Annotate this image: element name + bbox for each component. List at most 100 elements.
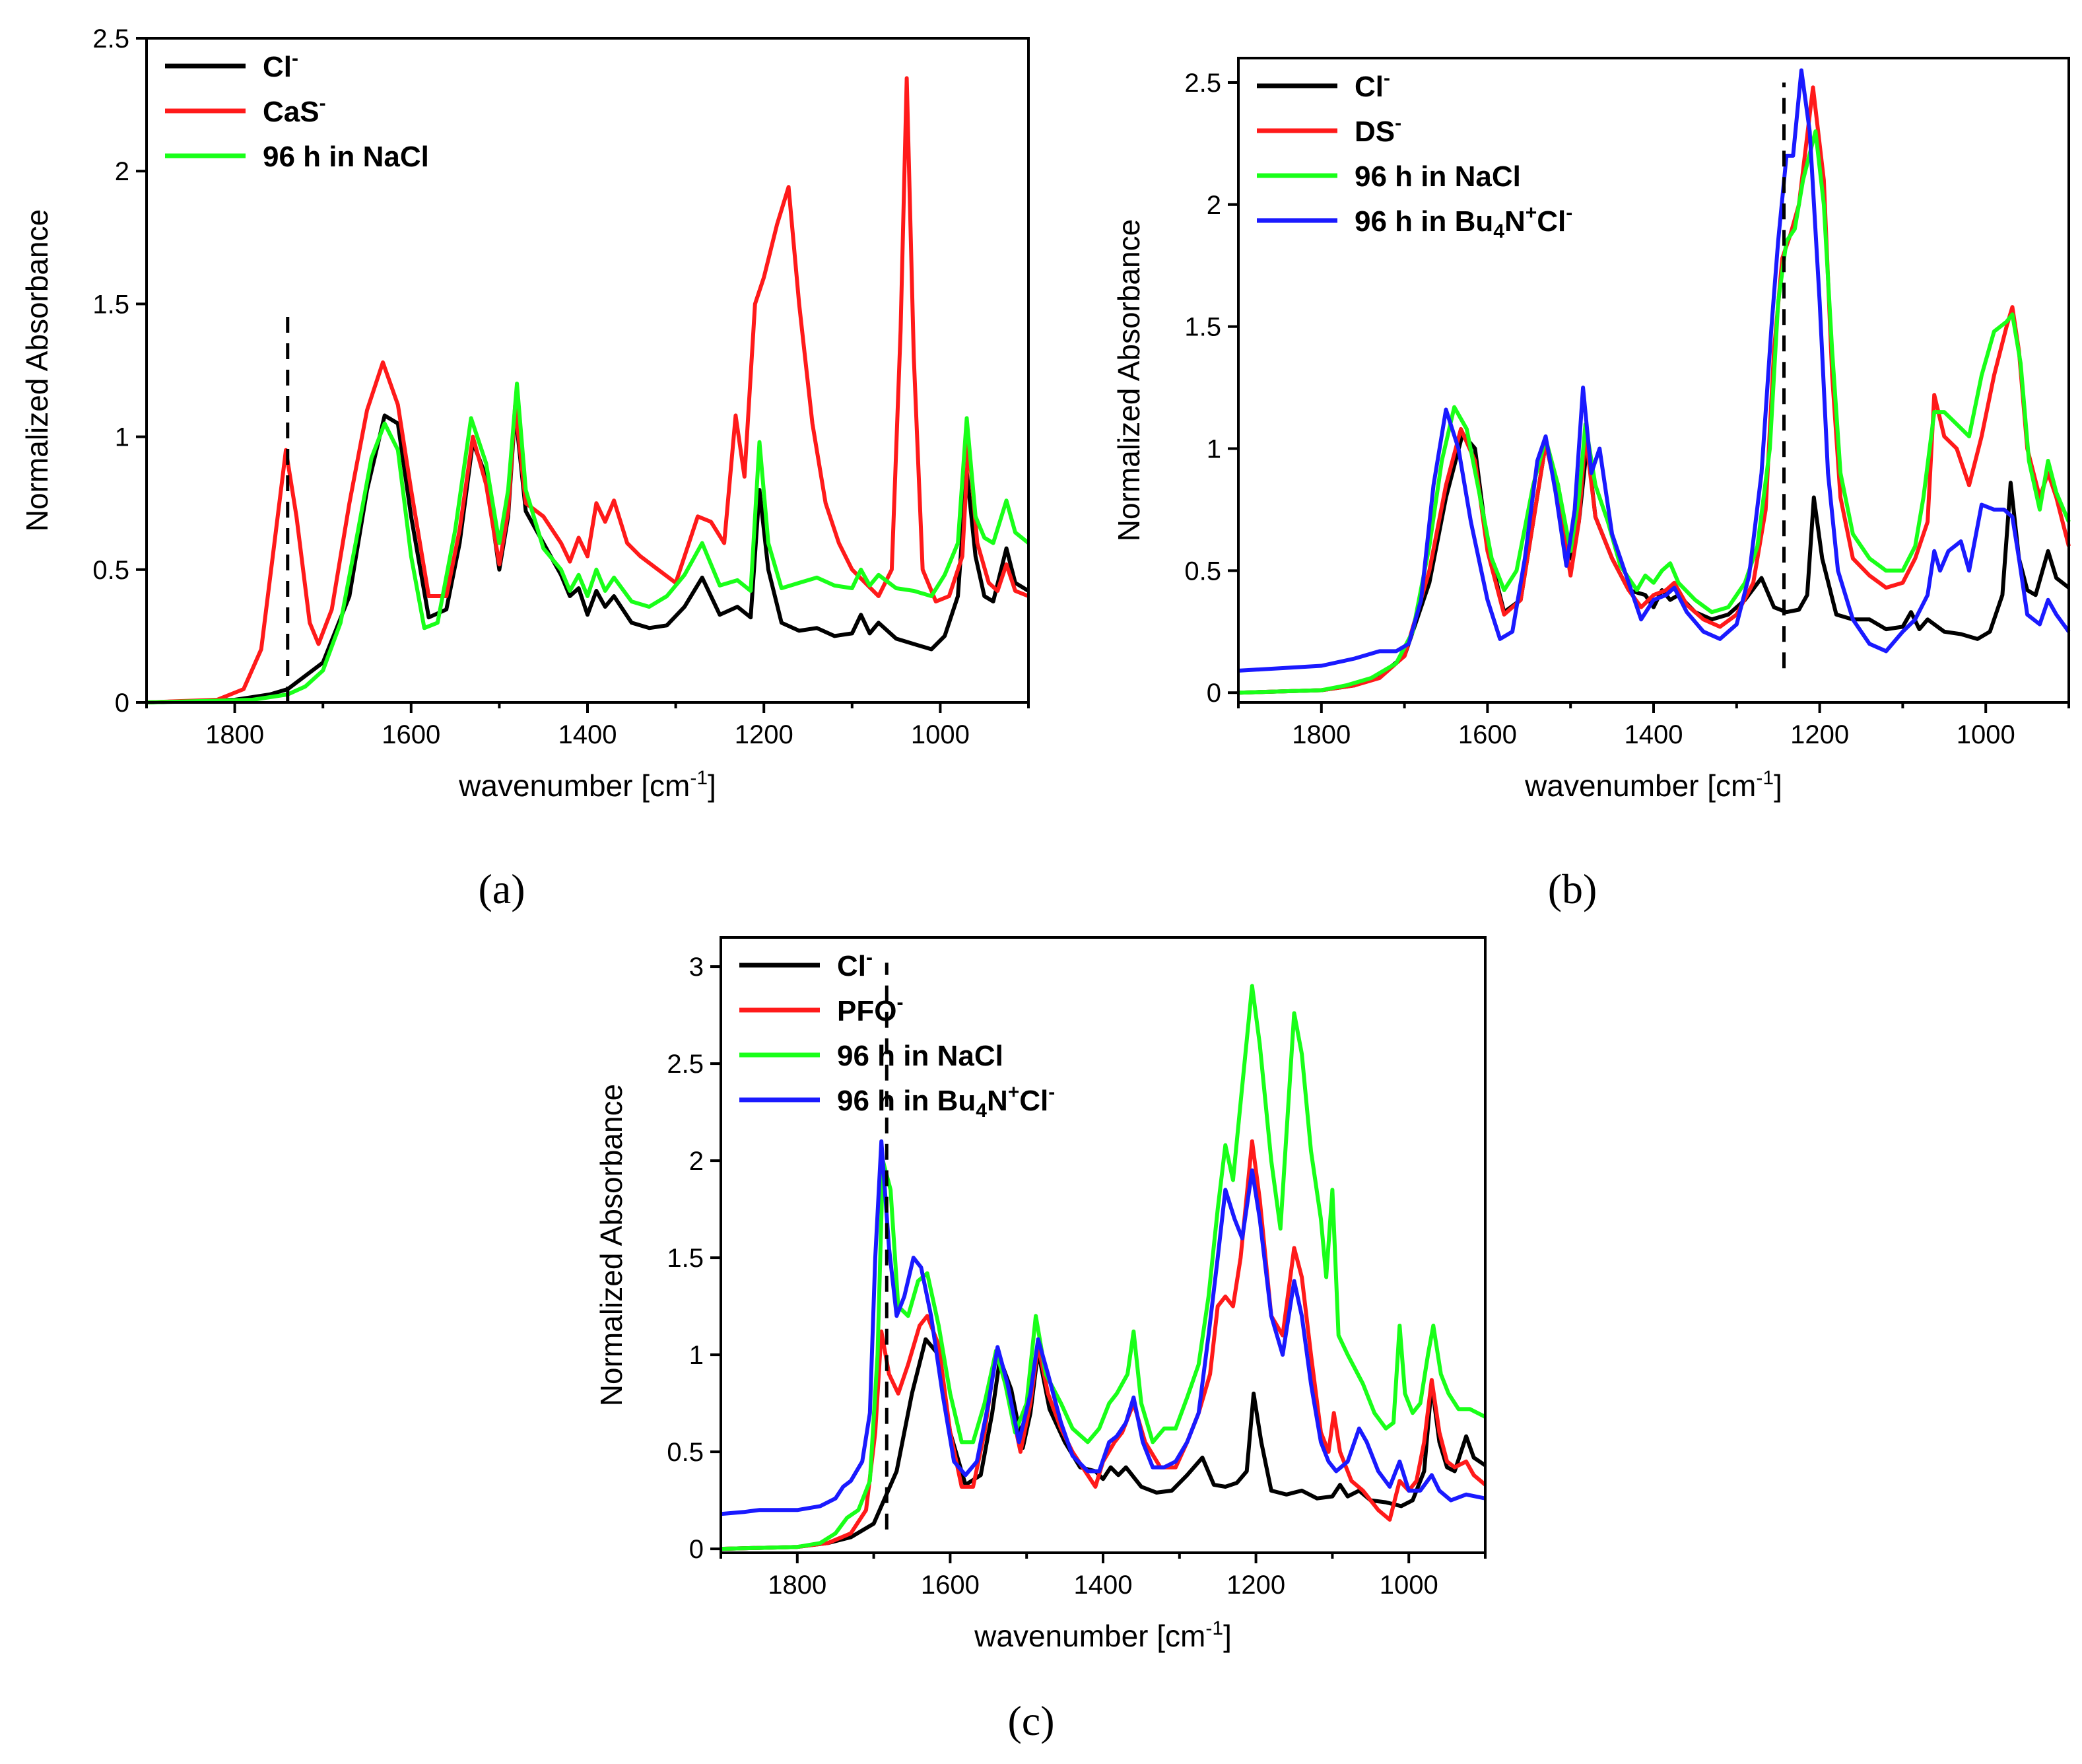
x-axis-title-sup: -1	[690, 767, 708, 789]
legend-label: 96 h in NaCl	[263, 141, 429, 173]
y-tick-label: 0.5	[92, 556, 129, 585]
x-tick-label: 1800	[205, 720, 264, 749]
y-tick-label: 1.5	[1184, 313, 1221, 342]
y-tick-label: 0.5	[667, 1438, 704, 1467]
y-tick-label: 1	[1207, 435, 1221, 464]
x-axis-title-end: ]	[708, 768, 716, 803]
y-tick-label: 3	[689, 953, 704, 982]
x-axis-title: wavenumber [cm-1]	[458, 767, 716, 803]
y-tick-label: 0	[689, 1535, 704, 1564]
y-tick-label: 2.5	[92, 24, 129, 53]
legend-label: Cl-	[1355, 67, 1390, 103]
legend-label: Cl-	[263, 48, 298, 83]
series-line-c-0	[720, 1337, 1487, 1551]
legend-label-rest: N	[1504, 205, 1526, 238]
x-axis-title: wavenumber [cm-1]	[1524, 767, 1782, 803]
x-tick-label: 1600	[382, 720, 440, 749]
series-line-b-3	[1238, 68, 2071, 673]
legend-label-rest2: Cl	[1019, 1085, 1048, 1117]
legend-label-sup3: -	[1048, 1081, 1055, 1103]
series-line-c-1	[720, 1139, 1487, 1551]
y-tick-label: 2	[1207, 191, 1221, 220]
y-tick-label: 0.5	[1184, 557, 1221, 586]
legend-label-sup: -	[1384, 67, 1390, 89]
y-tick-label: 0	[1207, 679, 1221, 708]
x-tick-label: 1000	[1957, 720, 2015, 749]
x-axis-title-main: wavenumber [cm	[1524, 768, 1756, 803]
panel-label-b: (b)	[1548, 865, 1597, 912]
legend-label-sub: 4	[1493, 220, 1504, 242]
legend-label-main: DS	[1355, 116, 1395, 148]
x-tick-label: 1400	[1625, 720, 1683, 749]
series-line-b-2	[1238, 129, 2071, 695]
legend-label-main: 96 h in NaCl	[1355, 160, 1521, 193]
y-tick-label: 1	[115, 423, 129, 452]
legend-label: 96 h in NaCl	[837, 1040, 1003, 1072]
x-tick-label: 1400	[1074, 1571, 1133, 1600]
x-axis-title: wavenumber [cm-1]	[974, 1617, 1232, 1653]
panel-label-c: (c)	[1007, 1697, 1054, 1744]
legend-label-main: Cl	[263, 51, 292, 83]
legend-label: PFO-	[837, 992, 903, 1027]
legend-label-main: 96 h in NaCl	[837, 1040, 1003, 1072]
y-tick-label: 1.5	[92, 290, 129, 319]
legend-label-main: Cl	[837, 950, 866, 982]
x-axis-title-main: wavenumber [cm	[458, 768, 690, 803]
series-line-b-1	[1238, 85, 2071, 695]
legend-label-sup: -	[292, 48, 298, 69]
legend-label-sub: 4	[976, 1100, 987, 1122]
legend-label: 96 h in Bu4N+Cl-	[837, 1081, 1055, 1122]
legend-label-sup: -	[896, 992, 903, 1013]
legend-label: DS-	[1355, 112, 1401, 148]
legend-label: CaS-	[263, 92, 326, 128]
y-axis-title: Normalized Absorbance	[20, 209, 54, 531]
legend-label-main: 96 h in Bu	[837, 1085, 976, 1117]
legend-label-main: 96 h in NaCl	[263, 141, 429, 173]
legend-label: 96 h in Bu4N+Cl-	[1355, 202, 1572, 242]
series-line-a-1	[146, 76, 1030, 704]
x-axis-title-main: wavenumber [cm	[974, 1619, 1205, 1653]
legend-label: 96 h in NaCl	[1355, 160, 1521, 193]
x-tick-label: 1600	[1458, 720, 1517, 749]
x-tick-label: 1600	[921, 1571, 980, 1600]
legend-label-rest: N	[987, 1085, 1008, 1117]
x-tick-label: 1800	[768, 1571, 826, 1600]
x-tick-label: 1000	[911, 720, 970, 749]
x-tick-label: 1000	[1380, 1571, 1438, 1600]
panel-label-a: (a)	[478, 865, 525, 912]
x-tick-label: 1200	[735, 720, 793, 749]
legend-label-main: PFO	[837, 995, 896, 1027]
legend-label-sup: -	[1395, 112, 1401, 134]
y-tick-label: 2.5	[667, 1050, 704, 1079]
y-tick-label: 2	[115, 157, 129, 186]
x-tick-label: 1400	[558, 720, 617, 749]
legend-label-sup: +	[1008, 1081, 1020, 1103]
series-line-c-2	[720, 984, 1487, 1551]
legend-label-sup: -	[866, 947, 873, 968]
chart-panel-c: 1800 1600 1400 1200 1000 0 0.5 1 1.5 2 2.5 3 wavenum…	[594, 936, 1487, 1653]
x-axis-title-end: ]	[1774, 768, 1782, 803]
chart-panel-b: 1800 1600 1400 1200 1000 0 0.5 1 1.5 2 2.5 wavenumb…	[1112, 57, 2071, 803]
x-axis-title-sup: -1	[1205, 1617, 1223, 1639]
chart-panel-a: 1800 1600 1400 1200 1000 0 0.5 1 1.5 2 2.5 wavenumb…	[20, 24, 1030, 803]
y-tick-label: 2	[689, 1147, 704, 1176]
x-tick-label: 1800	[1292, 720, 1351, 749]
y-axis-title: Normalized Absorbance	[1112, 219, 1146, 541]
y-tick-label: 1	[689, 1341, 704, 1370]
legend-label-rest2: Cl	[1537, 205, 1566, 238]
x-axis-title-sup: -1	[1756, 767, 1774, 789]
y-tick-label: 2.5	[1184, 69, 1221, 98]
legend-label-sup3: -	[1566, 202, 1572, 224]
legend-label-sup: -	[319, 92, 326, 114]
series-line-a-0	[146, 408, 1030, 704]
y-axis-title: Normalized Absorbance	[594, 1084, 628, 1406]
x-axis-title-end: ]	[1223, 1619, 1232, 1653]
legend-label: Cl-	[837, 947, 873, 982]
y-tick-label: 0	[115, 689, 129, 718]
legend-label-main: Cl	[1355, 71, 1384, 103]
y-tick-label: 1.5	[667, 1244, 704, 1273]
x-tick-label: 1200	[1790, 720, 1849, 749]
legend-label-sup: +	[1526, 202, 1537, 224]
series-line-c-3	[720, 1139, 1486, 1516]
